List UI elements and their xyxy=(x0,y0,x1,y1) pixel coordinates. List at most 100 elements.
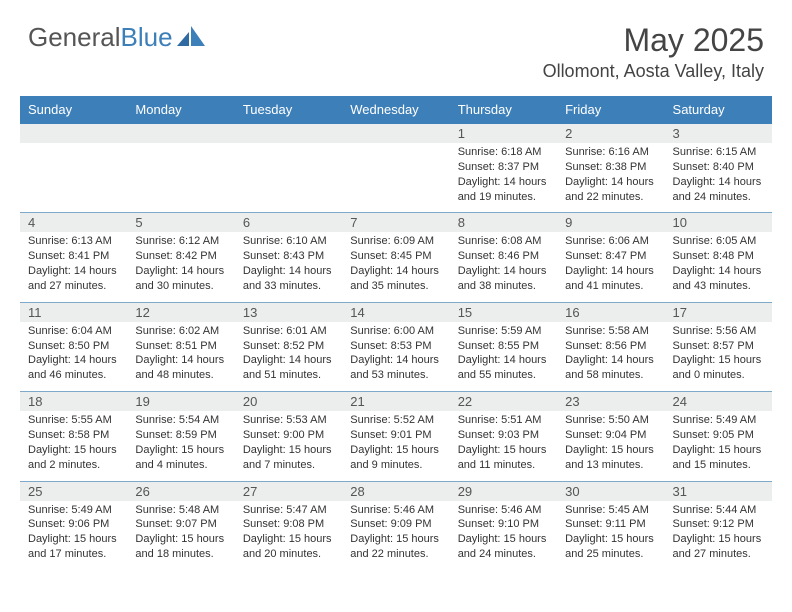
sunset-text: Sunset: 9:04 PM xyxy=(565,428,656,443)
day-cell: Sunrise: 5:49 AMSunset: 9:06 PMDaylight:… xyxy=(20,501,127,570)
brand-logo: GeneralBlue xyxy=(28,22,205,53)
sunset-text: Sunset: 8:50 PM xyxy=(28,339,119,354)
daylight-text: Daylight: 15 hours and 24 minutes. xyxy=(458,532,549,562)
daylight-text: Daylight: 15 hours and 13 minutes. xyxy=(565,443,656,473)
day-number: 7 xyxy=(342,213,449,233)
sunset-text: Sunset: 8:38 PM xyxy=(565,160,656,175)
day-number xyxy=(342,124,449,144)
day-cell: Sunrise: 5:54 AMSunset: 8:59 PMDaylight:… xyxy=(127,411,234,481)
day-cell: Sunrise: 6:13 AMSunset: 8:41 PMDaylight:… xyxy=(20,232,127,302)
day-number: 28 xyxy=(342,481,449,501)
daynum-row: 18192021222324 xyxy=(20,392,772,412)
day-header: Thursday xyxy=(450,96,557,124)
daylight-text: Daylight: 14 hours and 51 minutes. xyxy=(243,353,334,383)
day-cell: Sunrise: 5:55 AMSunset: 8:58 PMDaylight:… xyxy=(20,411,127,481)
sunrise-text: Sunrise: 6:10 AM xyxy=(243,234,334,249)
day-cell: Sunrise: 5:59 AMSunset: 8:55 PMDaylight:… xyxy=(450,322,557,392)
day-number: 6 xyxy=(235,213,342,233)
sunset-text: Sunset: 9:10 PM xyxy=(458,517,549,532)
day-number: 21 xyxy=(342,392,449,412)
daylight-text: Daylight: 14 hours and 53 minutes. xyxy=(350,353,441,383)
sunset-text: Sunset: 9:11 PM xyxy=(565,517,656,532)
sunset-text: Sunset: 8:40 PM xyxy=(673,160,764,175)
daylight-text: Daylight: 14 hours and 58 minutes. xyxy=(565,353,656,383)
sunrise-text: Sunrise: 6:09 AM xyxy=(350,234,441,249)
daylight-text: Daylight: 14 hours and 48 minutes. xyxy=(135,353,226,383)
day-number: 12 xyxy=(127,302,234,322)
sunset-text: Sunset: 8:58 PM xyxy=(28,428,119,443)
sunset-text: Sunset: 8:42 PM xyxy=(135,249,226,264)
day-cell xyxy=(342,143,449,213)
day-number: 24 xyxy=(665,392,772,412)
brand-part1: General xyxy=(28,22,121,53)
day-number: 30 xyxy=(557,481,664,501)
sunrise-text: Sunrise: 6:02 AM xyxy=(135,324,226,339)
day-number: 31 xyxy=(665,481,772,501)
daynum-row: 11121314151617 xyxy=(20,302,772,322)
day-number: 11 xyxy=(20,302,127,322)
sunrise-text: Sunrise: 5:50 AM xyxy=(565,413,656,428)
day-number: 26 xyxy=(127,481,234,501)
day-cell: Sunrise: 5:49 AMSunset: 9:05 PMDaylight:… xyxy=(665,411,772,481)
sunset-text: Sunset: 9:00 PM xyxy=(243,428,334,443)
sunrise-text: Sunrise: 5:49 AM xyxy=(28,503,119,518)
sunset-text: Sunset: 8:48 PM xyxy=(673,249,764,264)
day-number: 8 xyxy=(450,213,557,233)
sunset-text: Sunset: 8:51 PM xyxy=(135,339,226,354)
day-header: Monday xyxy=(127,96,234,124)
sunrise-text: Sunrise: 5:53 AM xyxy=(243,413,334,428)
day-cell: Sunrise: 5:44 AMSunset: 9:12 PMDaylight:… xyxy=(665,501,772,570)
sunrise-text: Sunrise: 6:16 AM xyxy=(565,145,656,160)
day-cell: Sunrise: 5:47 AMSunset: 9:08 PMDaylight:… xyxy=(235,501,342,570)
sunrise-text: Sunrise: 5:59 AM xyxy=(458,324,549,339)
day-cell: Sunrise: 5:56 AMSunset: 8:57 PMDaylight:… xyxy=(665,322,772,392)
daylight-text: Daylight: 14 hours and 22 minutes. xyxy=(565,175,656,205)
sunrise-text: Sunrise: 6:18 AM xyxy=(458,145,549,160)
daynum-row: 45678910 xyxy=(20,213,772,233)
day-cell: Sunrise: 5:58 AMSunset: 8:56 PMDaylight:… xyxy=(557,322,664,392)
day-number xyxy=(127,124,234,144)
daynum-row: 25262728293031 xyxy=(20,481,772,501)
day-number: 18 xyxy=(20,392,127,412)
sunset-text: Sunset: 9:09 PM xyxy=(350,517,441,532)
sunrise-text: Sunrise: 5:49 AM xyxy=(673,413,764,428)
day-cell xyxy=(20,143,127,213)
daylight-text: Daylight: 14 hours and 55 minutes. xyxy=(458,353,549,383)
daylight-text: Daylight: 14 hours and 33 minutes. xyxy=(243,264,334,294)
sunrise-text: Sunrise: 6:01 AM xyxy=(243,324,334,339)
day-cell: Sunrise: 6:05 AMSunset: 8:48 PMDaylight:… xyxy=(665,232,772,302)
day-number: 13 xyxy=(235,302,342,322)
daylight-text: Daylight: 15 hours and 22 minutes. xyxy=(350,532,441,562)
day-cell xyxy=(235,143,342,213)
sunrise-text: Sunrise: 5:45 AM xyxy=(565,503,656,518)
daylight-text: Daylight: 14 hours and 30 minutes. xyxy=(135,264,226,294)
sunrise-text: Sunrise: 5:48 AM xyxy=(135,503,226,518)
day-cell: Sunrise: 6:09 AMSunset: 8:45 PMDaylight:… xyxy=(342,232,449,302)
daylight-text: Daylight: 14 hours and 24 minutes. xyxy=(673,175,764,205)
day-number: 15 xyxy=(450,302,557,322)
sunset-text: Sunset: 8:53 PM xyxy=(350,339,441,354)
sunrise-text: Sunrise: 6:06 AM xyxy=(565,234,656,249)
daylight-text: Daylight: 15 hours and 0 minutes. xyxy=(673,353,764,383)
content-row: Sunrise: 6:13 AMSunset: 8:41 PMDaylight:… xyxy=(20,232,772,302)
sunrise-text: Sunrise: 6:00 AM xyxy=(350,324,441,339)
sunset-text: Sunset: 8:46 PM xyxy=(458,249,549,264)
calendar-table: Sunday Monday Tuesday Wednesday Thursday… xyxy=(20,96,772,570)
sunset-text: Sunset: 9:08 PM xyxy=(243,517,334,532)
day-cell: Sunrise: 6:18 AMSunset: 8:37 PMDaylight:… xyxy=(450,143,557,213)
day-cell: Sunrise: 6:06 AMSunset: 8:47 PMDaylight:… xyxy=(557,232,664,302)
day-header: Friday xyxy=(557,96,664,124)
day-header: Tuesday xyxy=(235,96,342,124)
day-number: 5 xyxy=(127,213,234,233)
day-number: 22 xyxy=(450,392,557,412)
sunrise-text: Sunrise: 5:46 AM xyxy=(350,503,441,518)
sunset-text: Sunset: 8:41 PM xyxy=(28,249,119,264)
day-number: 27 xyxy=(235,481,342,501)
daylight-text: Daylight: 15 hours and 18 minutes. xyxy=(135,532,226,562)
day-header-row: Sunday Monday Tuesday Wednesday Thursday… xyxy=(20,96,772,124)
month-title: May 2025 xyxy=(543,22,764,59)
sunrise-text: Sunrise: 6:05 AM xyxy=(673,234,764,249)
day-cell: Sunrise: 6:10 AMSunset: 8:43 PMDaylight:… xyxy=(235,232,342,302)
day-cell: Sunrise: 6:12 AMSunset: 8:42 PMDaylight:… xyxy=(127,232,234,302)
daylight-text: Daylight: 14 hours and 27 minutes. xyxy=(28,264,119,294)
